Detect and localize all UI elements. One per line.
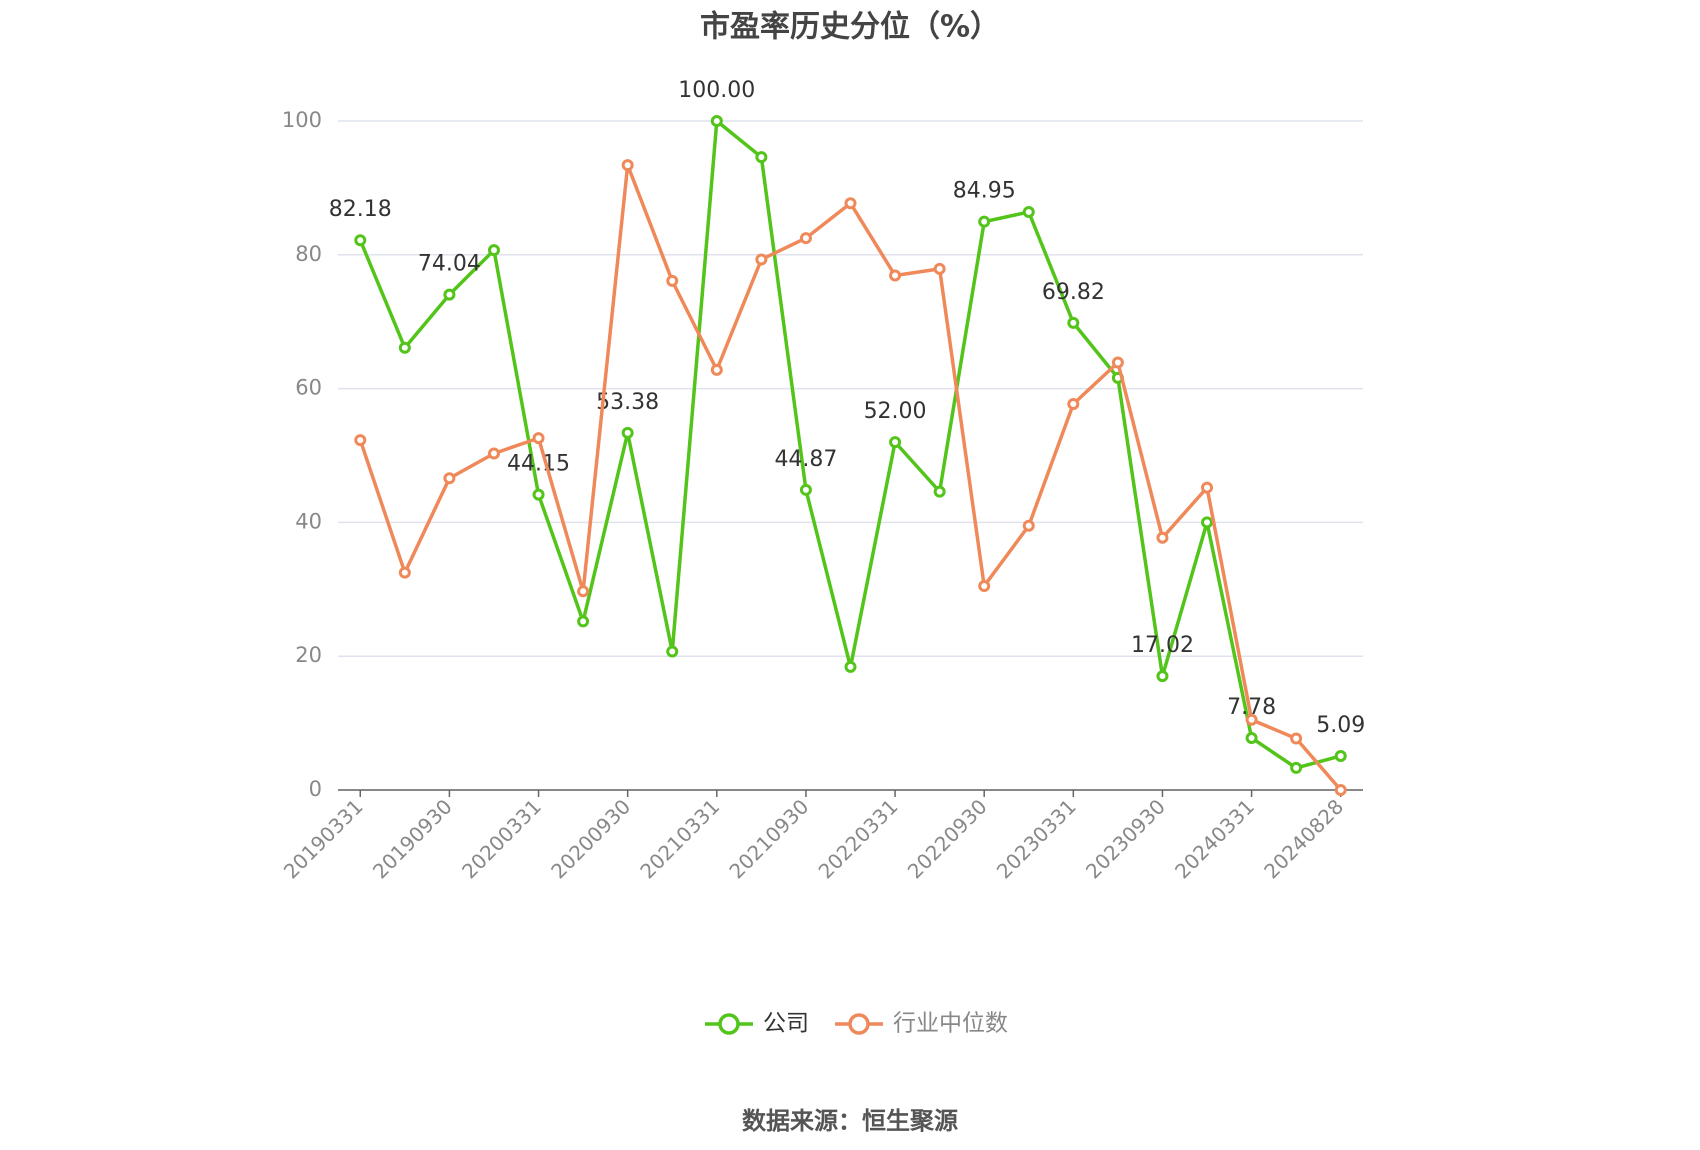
legend-label[interactable]: 行业中位数 [893, 1011, 1008, 1037]
data-point [487, 244, 500, 257]
data-point [799, 483, 812, 496]
data-point [755, 253, 768, 266]
data-label: 69.82 [1042, 280, 1105, 305]
x-tick-label: 20230930 [1081, 794, 1170, 883]
data-point [354, 434, 367, 447]
y-tick-label: 20 [295, 643, 322, 667]
data-point [1156, 531, 1169, 544]
data-point [1156, 670, 1169, 683]
data-point [1290, 732, 1303, 745]
data-point [443, 288, 456, 301]
data-label: 84.95 [953, 179, 1016, 204]
data-point [933, 485, 946, 498]
legend-marker[interactable] [848, 1013, 870, 1035]
y-tick-label: 100 [282, 108, 322, 132]
data-point [621, 426, 634, 439]
y-tick-label: 40 [295, 509, 322, 533]
x-tick-label: 20220331 [814, 794, 903, 883]
data-point [710, 115, 723, 127]
data-point [1334, 749, 1347, 762]
data-point [577, 615, 590, 628]
data-label: 53.38 [596, 390, 659, 415]
data-point [1022, 519, 1035, 532]
data-point [443, 472, 456, 485]
data-point [799, 232, 812, 245]
data-point [398, 341, 411, 354]
data-point [666, 274, 679, 287]
data-label: 5.09 [1316, 713, 1365, 738]
series-line [358, 163, 1343, 792]
data-point [398, 566, 411, 579]
x-tick-label: 20190930 [368, 794, 457, 883]
data-point [1067, 397, 1080, 410]
data-point [978, 579, 991, 592]
x-tick-label: 20240828 [1259, 794, 1348, 883]
x-tick-label: 20240331 [1170, 794, 1259, 883]
data-point [354, 234, 367, 247]
data-point [978, 215, 991, 228]
x-tick-label: 20190331 [279, 794, 368, 883]
legend-label[interactable]: 公司 [763, 1011, 809, 1037]
data-label: 100.00 [678, 78, 755, 103]
data-point [1201, 516, 1214, 529]
data-point [1022, 205, 1035, 218]
x-tick-label: 20230331 [992, 794, 1081, 883]
data-point [844, 660, 857, 673]
data-point [532, 488, 545, 501]
data-point [889, 269, 902, 282]
data-label: 44.15 [507, 452, 570, 477]
data-label: 17.02 [1131, 633, 1194, 658]
x-tick-label: 20200930 [546, 794, 635, 883]
legend-marker[interactable] [718, 1013, 740, 1035]
chart-title: 市盈率历史分位（%） [700, 10, 1000, 45]
data-point [889, 436, 902, 449]
data-point [487, 447, 500, 460]
data-point [1201, 481, 1214, 494]
data-label: 44.87 [774, 447, 837, 472]
data-point [577, 585, 590, 598]
data-point [844, 197, 857, 210]
data-point [666, 645, 679, 658]
y-tick-label: 60 [295, 376, 322, 400]
data-label: 74.04 [418, 252, 481, 277]
data-point [1290, 761, 1303, 774]
data-point [1111, 356, 1124, 369]
x-tick-label: 20210930 [724, 794, 813, 883]
data-point [755, 151, 768, 164]
x-tick-label: 20210331 [635, 794, 724, 883]
data-point [1245, 731, 1258, 744]
data-point [1334, 784, 1347, 796]
source-note: 数据来源：恒生聚源 [742, 1107, 958, 1135]
data-point [1067, 316, 1080, 329]
x-tick-label: 20220930 [903, 794, 992, 883]
y-tick-label: 80 [295, 242, 322, 266]
data-label: 82.18 [329, 197, 392, 222]
y-tick-label: 0 [309, 777, 322, 801]
data-point [710, 363, 723, 376]
data-point [621, 159, 634, 172]
data-point [532, 432, 545, 445]
data-point [933, 262, 946, 275]
data-label: 52.00 [864, 399, 927, 424]
x-tick-label: 20200331 [457, 794, 546, 883]
data-point [1245, 713, 1258, 726]
